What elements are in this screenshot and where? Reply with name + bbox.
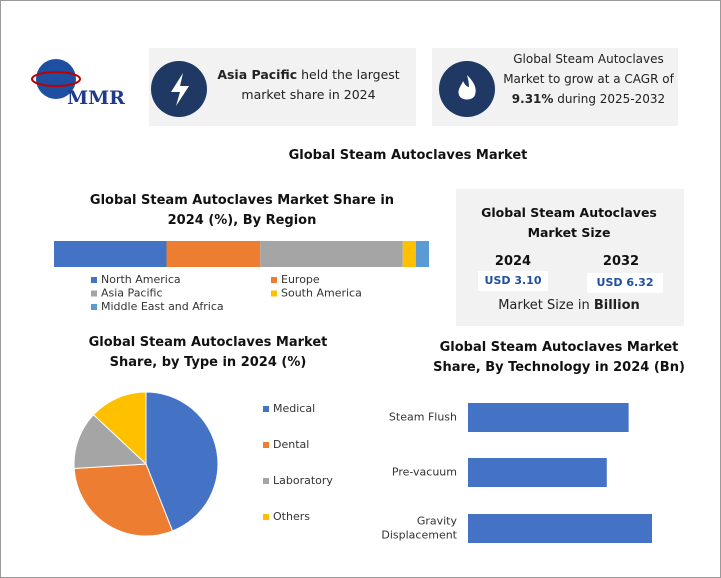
bolt-icon [171,73,189,106]
bar-segment [260,241,403,267]
legend-label: Others [273,510,310,523]
amount-box [478,271,548,291]
year: 2032 [602,254,640,269]
highlight-rest: held the largest market share in 2024 [241,67,400,102]
highlight-bold: Asia Pacific [217,67,298,82]
pie-slice [145,391,219,532]
legend-label: Middle East and Africa [101,300,224,313]
legend-swatch [263,442,269,448]
legend-swatch [271,290,277,297]
caption-part: Market Size in [498,298,594,313]
market-size-box [456,189,684,326]
legend-swatch [91,290,97,297]
legend-swatch [91,277,97,283]
highlight-part: Global Steam Autoclaves Market to grow a… [503,52,674,86]
bar [468,458,607,487]
legend-label: Europe [281,273,320,286]
bar-segment [402,241,416,267]
logo-globe [36,59,76,99]
label-line: Displacement [381,529,457,542]
y-tick-label: Pre-vacuum [392,466,457,479]
legend-swatch [91,304,97,310]
highlight-part: during 2025-2032 [553,92,666,106]
logo-text: MMR [67,87,125,109]
chart-title: Global Steam Autoclaves Market Share, By… [433,340,685,375]
chart-title: Global Steam Autoclaves Market Share, by… [88,335,328,370]
bar-segment [415,241,429,267]
legend-label: South America [281,287,362,300]
highlight-text: Asia Pacific held the largest market sha… [211,65,406,105]
main-title: Global Steam Autoclaves Market [288,148,528,163]
legend-label: Laboratory [273,474,333,487]
legend-label: North America [101,273,181,286]
market-size-caption: Market Size in Billion [463,296,675,316]
legend-swatch [271,277,277,283]
legend-label: Dental [273,438,309,451]
pie-slice [92,391,147,466]
amount: USD 3.10 [484,274,542,287]
legend-swatch [263,514,269,520]
legend-label: Medical [273,402,315,415]
amount: USD 6.32 [596,276,654,289]
bar [468,514,652,543]
year: 2024 [494,254,532,269]
pie-slice [73,463,174,537]
chart-title: Global Steam Autoclaves Market Share in … [89,193,395,228]
bar-segment [54,241,167,267]
pie-slice [73,414,148,470]
y-tick-label: Gravity Displacement [381,515,457,542]
flame-icon [458,75,476,100]
bar [468,403,629,432]
highlight-bold: 9.31% [511,92,554,106]
amount-box [587,273,663,293]
legend-swatch [263,478,269,484]
highlight-text: Global Steam Autoclaves Market to grow a… [501,49,676,109]
market-size-title: Global Steam Autoclaves Market Size [481,205,657,240]
caption-bold: Billion [593,298,640,313]
legend-label: Asia Pacific [101,287,163,300]
legend-swatch [263,406,269,412]
bar-segment [166,241,261,267]
y-tick-label: Steam Flush [389,411,457,424]
logo-orbit [31,71,81,87]
label-line: Gravity [417,515,458,528]
